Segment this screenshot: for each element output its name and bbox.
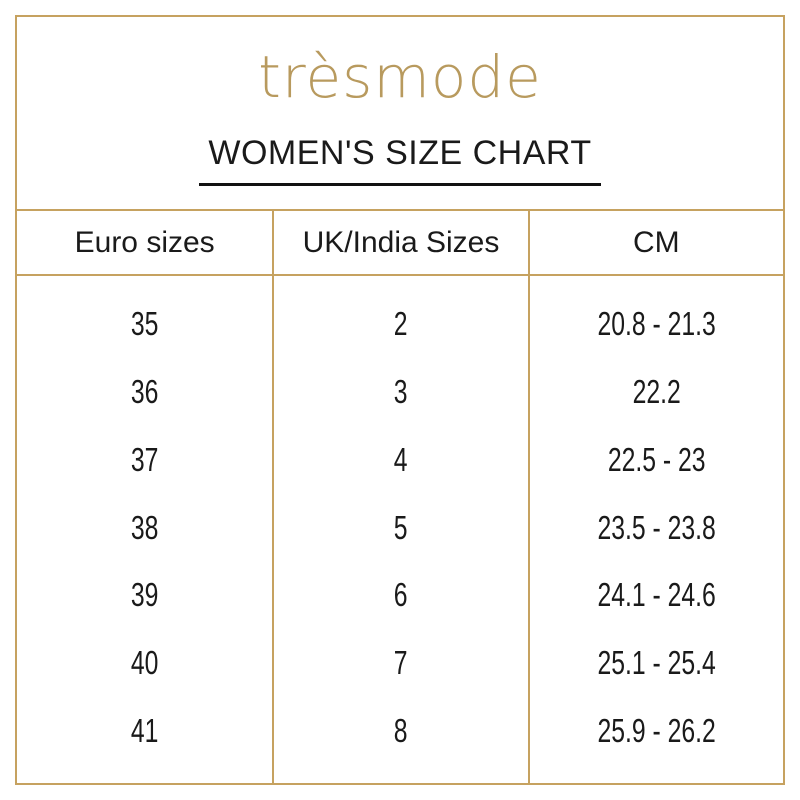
column-body-uk-india-sizes: 2 3 4 5 6 7 8 — [274, 276, 527, 783]
table-cell: 37 — [130, 440, 159, 478]
table-cell: 22.2 — [632, 372, 681, 410]
table-cell: 5 — [394, 508, 408, 546]
table-cell: 39 — [130, 576, 159, 614]
table-cell: 6 — [394, 576, 408, 614]
brand-logo: trèsmode — [258, 43, 542, 111]
table-cell: 41 — [130, 712, 159, 750]
column-header-cm: CM — [529, 211, 783, 276]
table-cell: 7 — [394, 644, 408, 682]
table-cell: 40 — [130, 644, 159, 682]
table-cell: 38 — [130, 508, 159, 546]
size-table: Euro sizes 35 36 37 38 39 40 41 UK/India Sizes… — [17, 209, 783, 783]
table-cell: 2 — [394, 304, 408, 342]
table-cell: 36 — [130, 372, 159, 410]
gold-frame: trèsmode WOMEN'S SIZE CHART Euro sizes 3… — [15, 15, 785, 785]
page-title: WOMEN'S SIZE CHART — [199, 134, 601, 186]
table-cell: 4 — [394, 440, 408, 478]
table-column-cm: CM 20.8 - 21.3 22.2 22.5 - 23 23.5 - 23.8 24… — [527, 211, 783, 783]
table-cell: 20.8 - 21.3 — [597, 304, 716, 342]
title-row: WOMEN'S SIZE CHART — [17, 134, 783, 186]
table-cell: 24.1 - 24.6 — [597, 576, 716, 614]
table-cell: 25.9 - 26.2 — [597, 712, 716, 750]
table-cell: 23.5 - 23.8 — [597, 508, 716, 546]
column-header-euro-sizes: Euro sizes — [17, 211, 273, 276]
table-cell: 35 — [130, 304, 159, 342]
table-cell: 8 — [394, 712, 408, 750]
table-cell: 25.1 - 25.4 — [597, 644, 716, 682]
table-column-uk-india-sizes: UK/India Sizes 2 3 4 5 6 7 8 — [272, 211, 528, 783]
table-cell: 22.5 - 23 — [607, 440, 706, 478]
column-header-uk-india-sizes: UK/India Sizes — [274, 211, 528, 276]
column-body-cm: 20.8 - 21.3 22.2 22.5 - 23 23.5 - 23.8 24.1 … — [530, 276, 783, 783]
table-column-euro-sizes: Euro sizes 35 36 37 38 39 40 41 — [17, 211, 273, 783]
column-body-euro-sizes: 35 36 37 38 39 40 41 — [17, 276, 272, 783]
table-cell: 3 — [394, 372, 408, 410]
